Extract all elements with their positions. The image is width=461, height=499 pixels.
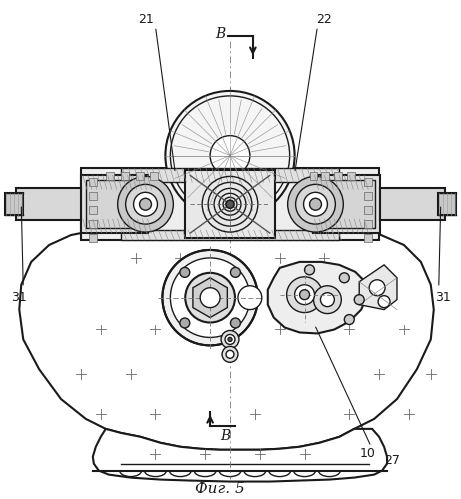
Circle shape	[288, 177, 343, 232]
Circle shape	[339, 273, 349, 283]
Bar	[309, 173, 318, 180]
Bar	[364, 220, 372, 228]
Bar	[121, 230, 339, 240]
Circle shape	[118, 177, 173, 232]
Bar	[106, 173, 114, 180]
Circle shape	[300, 290, 309, 300]
Bar	[364, 179, 372, 186]
Bar	[89, 234, 97, 242]
Bar	[321, 173, 330, 180]
Bar	[334, 173, 343, 180]
Circle shape	[313, 286, 341, 313]
Bar	[89, 220, 97, 228]
Circle shape	[226, 200, 234, 208]
Circle shape	[369, 280, 385, 296]
Bar	[318, 180, 375, 228]
Circle shape	[226, 350, 234, 358]
Text: 22: 22	[317, 13, 332, 26]
Circle shape	[230, 267, 240, 277]
Circle shape	[140, 198, 152, 210]
Text: 21: 21	[138, 13, 154, 26]
Bar	[313, 176, 380, 233]
Circle shape	[238, 286, 262, 309]
Bar	[364, 206, 372, 214]
Bar	[347, 173, 355, 180]
Circle shape	[210, 136, 250, 176]
Polygon shape	[193, 278, 227, 317]
Text: 31: 31	[12, 291, 27, 304]
Circle shape	[320, 293, 334, 306]
Circle shape	[309, 198, 321, 210]
Circle shape	[180, 267, 190, 277]
Bar	[150, 173, 159, 180]
Polygon shape	[19, 228, 434, 450]
Bar	[86, 180, 143, 228]
Circle shape	[303, 192, 327, 216]
Circle shape	[221, 330, 239, 348]
Text: 10: 10	[359, 447, 375, 460]
Text: Фиг. 5: Фиг. 5	[195, 482, 245, 496]
Circle shape	[165, 91, 295, 220]
Bar	[89, 192, 97, 200]
Bar	[185, 171, 275, 238]
Bar	[121, 169, 339, 182]
Circle shape	[295, 285, 314, 304]
Circle shape	[222, 346, 238, 362]
Text: В: В	[220, 429, 230, 443]
Circle shape	[225, 334, 235, 344]
Bar	[89, 179, 97, 186]
Bar	[136, 173, 143, 180]
Text: 27: 27	[384, 454, 400, 467]
Text: В: В	[215, 27, 225, 41]
Circle shape	[354, 295, 364, 304]
Bar	[16, 188, 81, 220]
Circle shape	[180, 318, 190, 328]
Bar	[364, 234, 372, 242]
Circle shape	[162, 250, 258, 345]
Polygon shape	[359, 265, 397, 309]
Circle shape	[200, 288, 220, 307]
Bar	[81, 176, 148, 233]
Circle shape	[287, 277, 322, 312]
Text: 31: 31	[435, 291, 450, 304]
Bar	[380, 188, 445, 220]
Polygon shape	[93, 429, 387, 482]
Bar	[6, 193, 23, 215]
Circle shape	[171, 258, 250, 337]
Bar	[81, 169, 379, 240]
Polygon shape	[268, 262, 367, 333]
Circle shape	[230, 318, 240, 328]
Circle shape	[228, 337, 232, 341]
Circle shape	[344, 314, 354, 324]
Bar	[121, 173, 129, 180]
Circle shape	[305, 265, 314, 275]
Bar	[438, 193, 455, 215]
Circle shape	[378, 296, 390, 307]
Circle shape	[126, 184, 165, 224]
Circle shape	[134, 192, 158, 216]
Bar	[364, 192, 372, 200]
Circle shape	[296, 184, 335, 224]
Circle shape	[185, 273, 235, 322]
Bar	[89, 206, 97, 214]
